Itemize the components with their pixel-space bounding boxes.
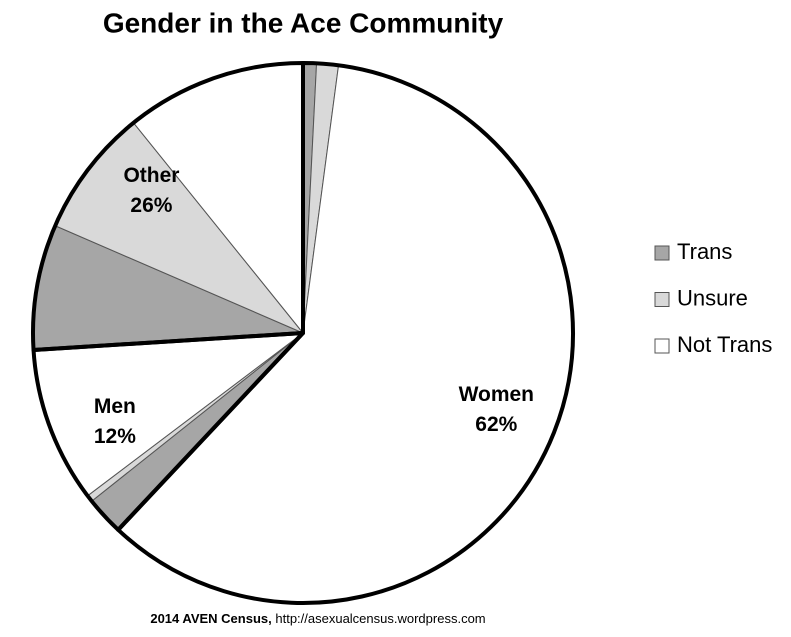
group-value-label: 62%: [475, 413, 517, 436]
source: 2014 AVEN Census, http://asexualcensus.w…: [150, 611, 485, 626]
group-value-label: 26%: [130, 194, 172, 217]
legend-swatch: [654, 245, 670, 261]
group-value-label: 12%: [94, 425, 136, 448]
source-url: http://asexualcensus.wordpress.com: [275, 611, 485, 626]
legend-label: Trans: [677, 239, 732, 264]
legend-label: Unsure: [677, 285, 748, 310]
source-bold: 2014 AVEN Census,: [150, 611, 271, 626]
group-label: Women: [459, 383, 534, 406]
group-outline: [31, 61, 305, 352]
group-outline: [116, 61, 575, 605]
chart-title: Gender in the Ace Community: [103, 7, 504, 38]
group-label: Other: [123, 164, 179, 187]
group-label: Men: [94, 395, 136, 418]
legend-label: Not Trans: [677, 332, 772, 357]
legend-swatch: [654, 292, 670, 307]
legend-swatch: [654, 338, 670, 354]
group-outline: [31, 331, 305, 532]
